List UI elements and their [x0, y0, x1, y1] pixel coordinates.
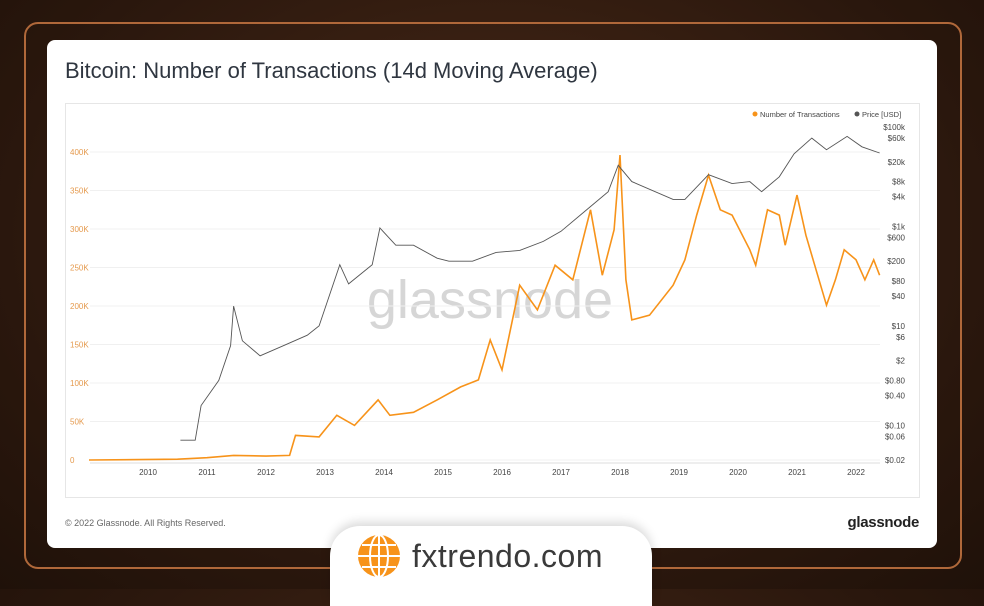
left-tick-label: 200K: [70, 302, 89, 311]
right-tick-label: $20k: [888, 158, 906, 167]
chart-area: [65, 103, 920, 498]
left-tick-label: 250K: [70, 264, 89, 273]
copyright: © 2022 Glassnode. All Rights Reserved.: [65, 518, 226, 528]
x-tick-label: 2011: [198, 468, 216, 477]
left-tick-label: 350K: [70, 187, 89, 196]
right-tick-label: $6: [896, 333, 905, 342]
globe-icon: [358, 534, 400, 578]
left-tick-label: 400K: [70, 148, 89, 157]
right-tick-label: $80: [892, 277, 906, 286]
right-tick-label: $1k: [892, 222, 906, 231]
legend-label-price: Price [USD]: [862, 110, 901, 119]
x-tick-label: 2010: [139, 468, 157, 477]
right-tick-label: $0.80: [885, 376, 906, 385]
right-tick-label: $10: [892, 322, 906, 331]
left-tick-label: 0: [70, 456, 75, 465]
right-tick-label: $0.10: [885, 421, 906, 430]
page-title: Bitcoin: Number of Transactions (14d Mov…: [65, 58, 598, 83]
right-tick-label: $0.06: [885, 432, 906, 441]
legend-dot-price: [854, 111, 860, 117]
right-tick-label: $100k: [883, 123, 906, 132]
legend-label-transactions: Number of Transactions: [760, 110, 840, 119]
x-tick-label: 2015: [434, 468, 452, 477]
x-tick-label: 2021: [788, 468, 806, 477]
left-tick-label: 50K: [70, 418, 85, 427]
x-tick-label: 2017: [552, 468, 570, 477]
legend-dot-transactions: [752, 111, 758, 117]
left-tick-label: 100K: [70, 379, 89, 388]
right-tick-label: $8k: [892, 178, 906, 187]
x-tick-label: 2016: [493, 468, 511, 477]
right-tick-label: $60k: [888, 134, 906, 143]
chart-svg: glassnode 0 50K 100K 150K 200K 250K 300K 350K 400…: [70, 110, 906, 477]
x-tick-label: 2013: [316, 468, 334, 477]
right-tick-label: $200: [887, 257, 905, 266]
right-tick-label: $40: [892, 292, 906, 301]
x-tick-label: 2022: [847, 468, 865, 477]
x-tick-label: 2018: [611, 468, 629, 477]
x-tick-label: 2020: [729, 468, 747, 477]
site-name: fxtrendo.com: [412, 538, 603, 574]
fxtrendo-badge[interactable]: fxtrendo.com: [330, 526, 652, 606]
x-tick-label: 2012: [257, 468, 275, 477]
left-tick-label: 300K: [70, 225, 89, 234]
right-tick-label: $4k: [892, 193, 906, 202]
left-tick-label: 150K: [70, 341, 89, 350]
right-tick-label: $0.02: [885, 456, 906, 465]
x-tick-label: 2014: [375, 468, 393, 477]
transactions-line: [88, 155, 881, 461]
right-tick-label: $2: [896, 357, 905, 366]
glassnode-logo[interactable]: glassnode: [847, 514, 920, 531]
right-tick-label: $0.40: [885, 391, 906, 400]
right-tick-label: $600: [887, 233, 905, 242]
watermark: glassnode: [367, 270, 613, 330]
x-tick-label: 2019: [670, 468, 688, 477]
price-line: [180, 135, 880, 441]
